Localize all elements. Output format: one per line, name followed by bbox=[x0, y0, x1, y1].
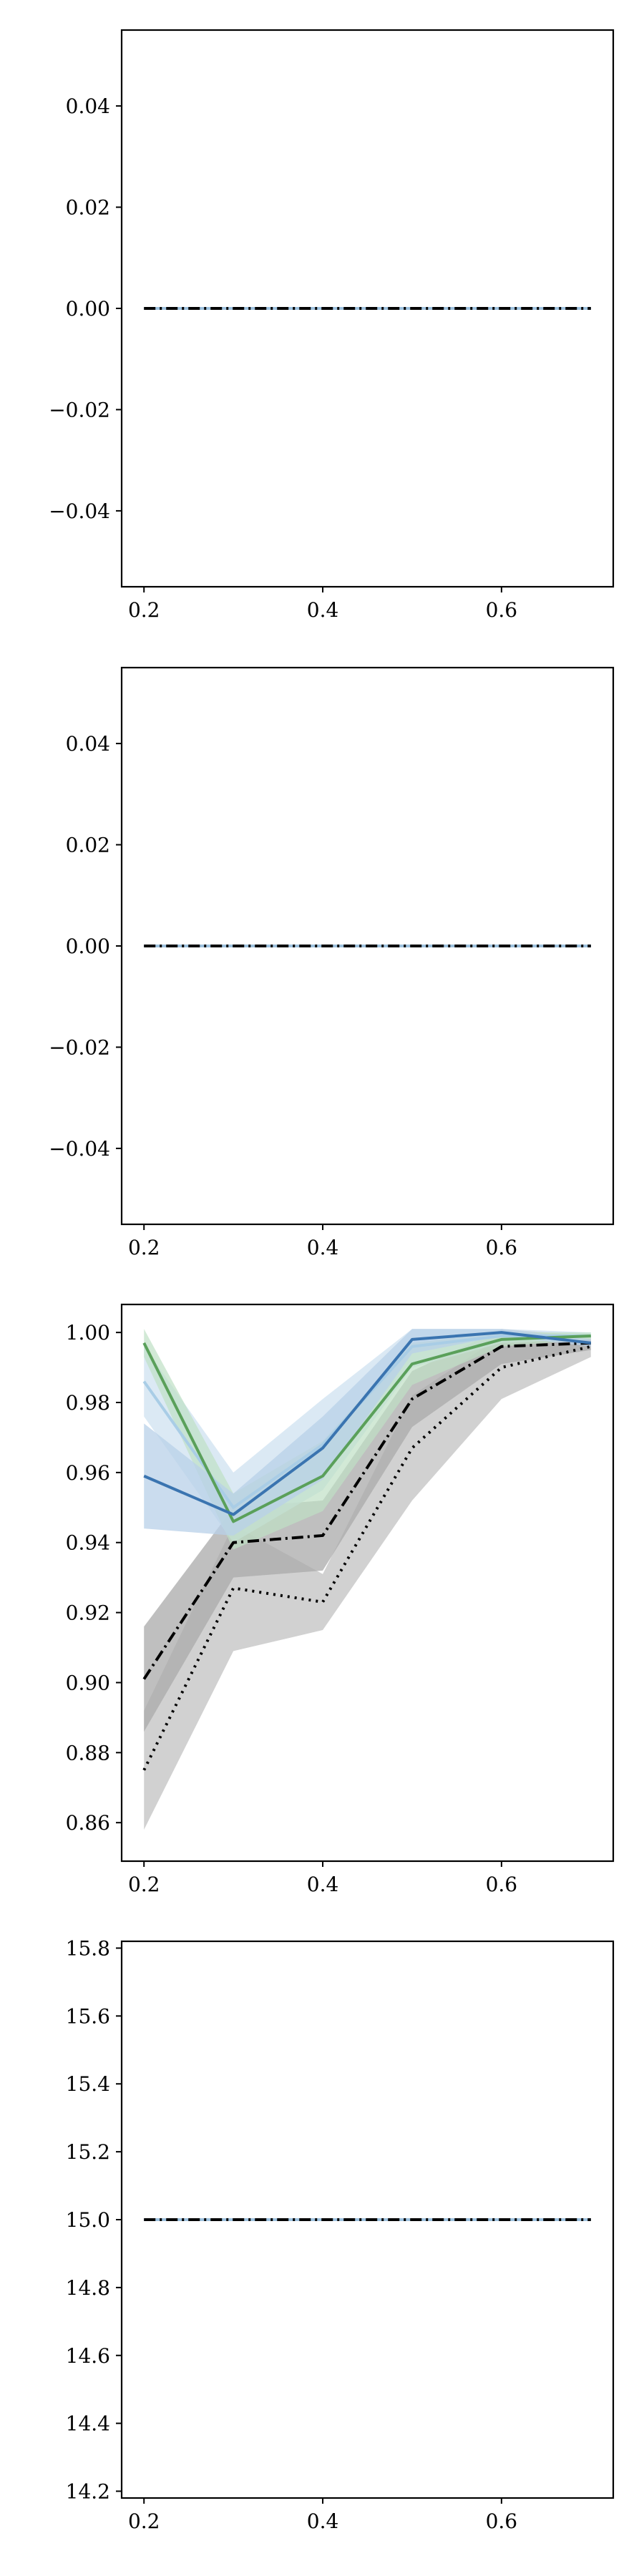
x-tick-label: 0.2 bbox=[128, 1236, 160, 1259]
subplot-2: 0.2 0.4 0.6 −0.04 −0.02 0.00 0.02 0.04 bbox=[49, 666, 615, 1259]
y-tick-label: −0.04 bbox=[49, 499, 110, 523]
axes-frame bbox=[120, 1303, 615, 1863]
y-tick-label: 0.96 bbox=[66, 1461, 110, 1485]
y-tick-label: 0.02 bbox=[66, 196, 110, 220]
y-tick-label: 14.4 bbox=[66, 2412, 110, 2436]
confidence-band-1 bbox=[144, 1336, 591, 1830]
subplot-1: 0.2 0.4 0.6 −0.04 −0.02 0.00 0.02 0.04 bbox=[49, 29, 615, 622]
y-tick-label: −0.04 bbox=[49, 1137, 110, 1161]
subplot-4: 0.2 0.4 0.6 14.2 14.4 14.6 14.8 15.0 15.2 15.4 15.… bbox=[66, 1936, 615, 2533]
x-tick-label: 0.6 bbox=[486, 1873, 518, 1896]
series-line-2 bbox=[142, 1341, 591, 1680]
y-tick-label: −0.02 bbox=[49, 398, 110, 421]
x-tick-label: 0.2 bbox=[128, 2509, 160, 2533]
x-tick-label: 0.4 bbox=[307, 1873, 339, 1896]
x-tick-label: 0.4 bbox=[307, 598, 339, 622]
y-tick-label: 0.98 bbox=[66, 1391, 110, 1415]
y-tick-label: −0.02 bbox=[49, 1035, 110, 1059]
y-tick-label: 0.00 bbox=[66, 297, 110, 321]
y-tick-label: 0.94 bbox=[66, 1531, 110, 1555]
x-tick-label: 0.2 bbox=[128, 598, 160, 622]
y-tick-label: 0.86 bbox=[66, 1811, 110, 1835]
y-tick-label: 0.04 bbox=[66, 94, 110, 118]
x-tick-label: 0.6 bbox=[486, 598, 518, 622]
y-tick-label: 0.00 bbox=[66, 935, 110, 958]
y-tick-label: 14.2 bbox=[66, 2480, 110, 2504]
y-tick-label: 0.04 bbox=[66, 732, 110, 756]
y-tick-label: 14.8 bbox=[66, 2276, 110, 2300]
x-tick-label: 0.6 bbox=[486, 2509, 518, 2533]
y-tick-label: 0.92 bbox=[66, 1601, 110, 1625]
x-tick-label: 0.2 bbox=[128, 1873, 160, 1896]
y-tick-label: 15.8 bbox=[66, 1936, 110, 1960]
y-tick-label: 15.6 bbox=[66, 2004, 110, 2028]
subplot-3: 0.2 0.4 0.6 0.86 0.88 0.90 0.92 0.94 0.96 0.98 1.0… bbox=[66, 1303, 615, 1896]
y-tick-label: 15.2 bbox=[66, 2140, 110, 2164]
y-tick-label: 14.6 bbox=[66, 2344, 110, 2368]
x-tick-label: 0.4 bbox=[307, 2509, 339, 2533]
y-tick-label: 15.0 bbox=[66, 2208, 110, 2232]
y-tick-label: 0.88 bbox=[66, 1741, 110, 1765]
series-line-4 bbox=[142, 1335, 591, 1523]
series-line-5 bbox=[143, 1331, 592, 1516]
y-tick-label: 1.00 bbox=[66, 1321, 110, 1345]
x-tick-label: 0.6 bbox=[486, 1236, 518, 1259]
y-tick-label: 15.4 bbox=[66, 2072, 110, 2096]
y-tick-label: 0.02 bbox=[66, 834, 110, 857]
confidence-band-5 bbox=[144, 1329, 591, 1536]
x-tick-label: 0.4 bbox=[307, 1236, 339, 1259]
y-tick-label: 0.90 bbox=[66, 1671, 110, 1694]
